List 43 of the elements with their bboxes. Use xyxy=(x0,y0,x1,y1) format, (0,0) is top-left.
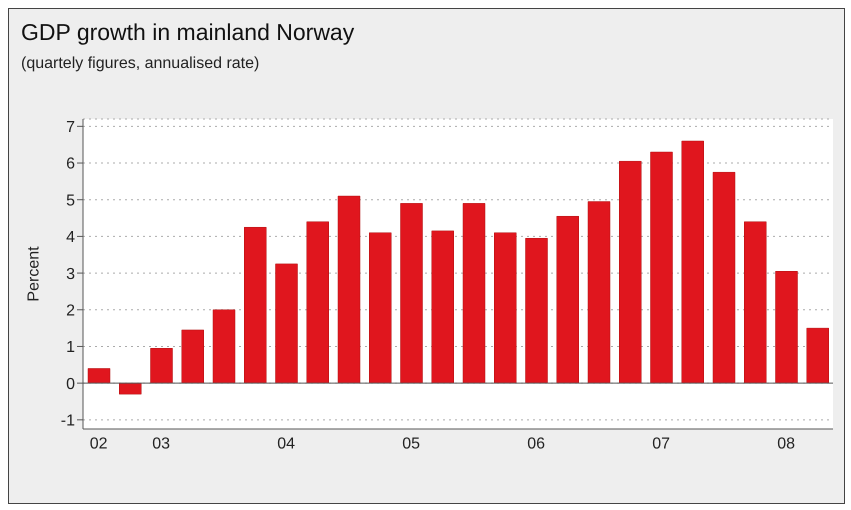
x-tick-label: 07 xyxy=(652,435,670,452)
y-tick-label: 3 xyxy=(66,266,76,283)
bar xyxy=(338,196,360,384)
bar xyxy=(88,368,110,384)
bar xyxy=(150,348,173,384)
chart-subtitle: (quartely figures, annualised rate) xyxy=(21,55,260,73)
x-tick-label: 02 xyxy=(90,435,108,452)
x-tick-label: 04 xyxy=(277,435,296,452)
x-tick-label: 06 xyxy=(527,435,546,452)
bar xyxy=(212,310,236,384)
chart-title: GDP growth in mainland Norway xyxy=(21,19,354,46)
bar xyxy=(806,328,829,384)
bar xyxy=(682,140,704,384)
x-tick-label: 05 xyxy=(402,435,420,452)
y-tick-label: 0 xyxy=(66,376,76,393)
y-tick-label: 5 xyxy=(66,192,76,210)
bar xyxy=(400,203,423,384)
bar xyxy=(712,172,736,384)
bar xyxy=(275,264,298,384)
y-tick-label: 4 xyxy=(66,229,76,246)
bar xyxy=(369,232,392,384)
bar xyxy=(775,271,798,384)
bar xyxy=(462,203,486,384)
bar xyxy=(494,232,516,384)
y-tick-label: -1 xyxy=(60,412,76,430)
bar xyxy=(244,226,266,384)
y-axis-title: Percent xyxy=(26,246,43,302)
bar xyxy=(306,221,329,384)
bar xyxy=(650,152,673,384)
bar xyxy=(744,221,766,384)
bar xyxy=(119,382,142,394)
bar xyxy=(182,330,204,384)
x-tick-label: 08 xyxy=(777,435,796,452)
y-tick-label: 2 xyxy=(66,302,76,320)
y-tick-label: 1 xyxy=(66,339,76,356)
y-tick-label: 7 xyxy=(66,119,76,136)
x-tick-label: 03 xyxy=(152,435,170,452)
bar xyxy=(588,201,610,384)
bar xyxy=(619,160,642,384)
y-tick-label: 6 xyxy=(66,156,76,173)
bar xyxy=(556,216,579,384)
bar xyxy=(525,238,548,384)
bar xyxy=(432,230,454,384)
